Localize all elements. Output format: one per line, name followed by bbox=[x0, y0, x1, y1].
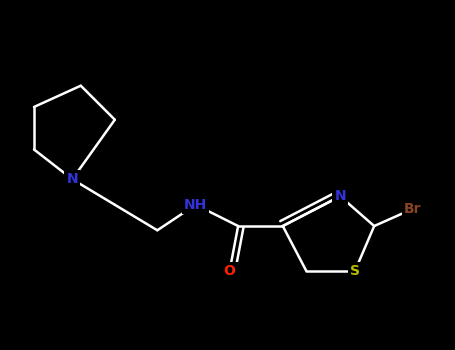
Text: Br: Br bbox=[404, 202, 421, 216]
Text: N: N bbox=[66, 172, 78, 186]
Text: O: O bbox=[224, 264, 236, 278]
Text: S: S bbox=[350, 264, 360, 278]
Text: N: N bbox=[334, 189, 346, 203]
Text: NH: NH bbox=[184, 198, 207, 212]
